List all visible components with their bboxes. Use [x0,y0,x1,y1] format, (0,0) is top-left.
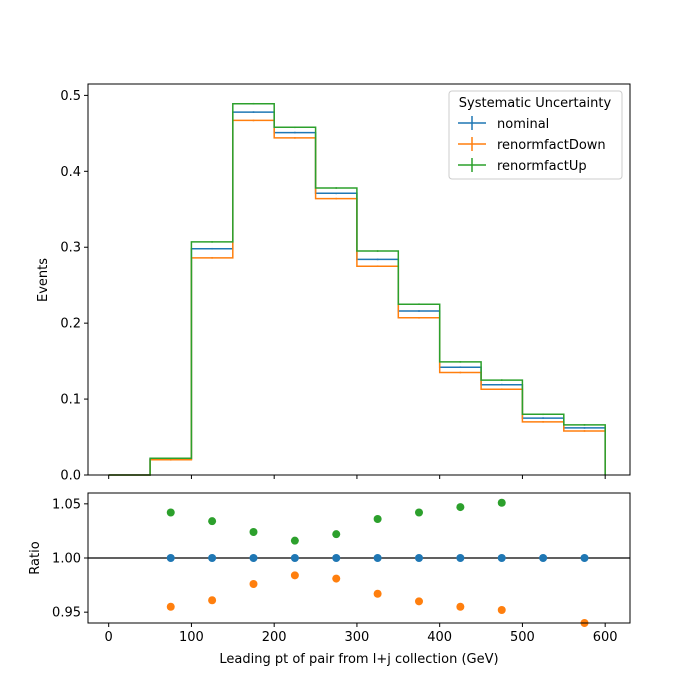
ratio-point [208,517,217,526]
ratio-point [332,530,341,539]
ratio-point [166,554,175,562]
ratio-point [373,554,382,562]
ratio-point [332,554,341,562]
ratio-point [290,536,299,545]
ratio-point [373,515,382,523]
y-tick-label: 0.1 [60,393,81,408]
main-histogram-steps [108,102,606,476]
ratio-point [249,580,258,588]
ratio-point [249,528,258,536]
ratio-point [497,606,506,614]
ratio-series-renormfactdown [166,571,589,627]
main-y-axis-label: Events [36,258,51,302]
x-tick-label: 0 [105,630,113,645]
main-y-ticks: 0.0 0.1 0.2 0.3 0.4 0.5 [60,89,88,484]
ratio-x-ticks: 0 100 200 300 400 500 600 [105,623,618,645]
legend-entry-renormfactdown: renormfactDown [458,137,606,153]
series-renormfactup [108,102,606,476]
main-axes-frame [87,83,631,476]
legend: Systematic Uncertainty nominal renormfac… [448,90,623,180]
ratio-series-renormfactup [166,498,506,545]
legend-entry-renormfactup: renormfactUp [458,158,587,174]
ratio-point [332,574,341,583]
ratio-point [373,589,382,598]
legend-label: renormfactDown [497,138,606,153]
x-tick-label: 300 [345,630,370,645]
ratio-point [456,602,465,611]
ratio-y-tick-label: 0.95 [52,606,81,621]
legend-title: Systematic Uncertainty [459,96,612,111]
ratio-y-ticks: 0.95 1.00 1.05 [52,497,88,621]
x-tick-label: 200 [262,630,287,645]
legend-box [448,90,623,180]
ratio-point [497,554,506,562]
y-tick-label: 0.3 [60,241,81,256]
legend-label: renormfactUp [497,159,587,174]
legend-entry-nominal: nominal [458,116,549,132]
ratio-point [208,596,217,605]
ratio-y-axis-label: Ratio [28,541,43,574]
ratio-panel: 0.95 1.00 1.05 0 100 200 300 400 500 600 Ratio L… [28,492,631,667]
step-line-renormfactup [108,102,606,476]
ratio-point [414,554,423,562]
ratio-point [497,498,506,507]
y-tick-label: 0.0 [60,469,81,484]
ratio-point [290,554,299,562]
x-tick-label: 100 [179,630,204,645]
y-tick-label: 0.5 [60,89,81,104]
ratio-point [166,602,175,611]
y-tick-label: 0.2 [60,317,81,332]
legend-label: nominal [497,117,549,132]
ratio-y-tick-label: 1.00 [52,552,81,567]
y-tick-label: 0.4 [60,165,81,180]
ratio-point [414,597,423,606]
x-tick-label: 500 [510,630,535,645]
ratio-point [456,503,465,512]
x-tick-label: 400 [427,630,452,645]
ratio-y-tick-label: 1.05 [52,497,81,512]
ratio-point [456,554,465,562]
ratio-point [249,554,258,562]
main-histogram-panel: 0.0 0.1 0.2 0.3 0.4 0.5 Events Systematic Unc… [36,83,631,484]
ratio-point [414,508,423,517]
ratio-point [208,554,217,562]
ratio-point [166,508,175,517]
x-tick-label: 600 [593,630,618,645]
ratio-series-nominal [166,554,589,562]
ratio-point [539,554,548,562]
x-axis-label: Leading pt of pair from l+j collection (… [219,652,498,667]
ratio-point [290,571,299,580]
ratio-points [166,498,589,627]
main-x-ticks [108,475,606,479]
ratio-point [580,554,589,562]
